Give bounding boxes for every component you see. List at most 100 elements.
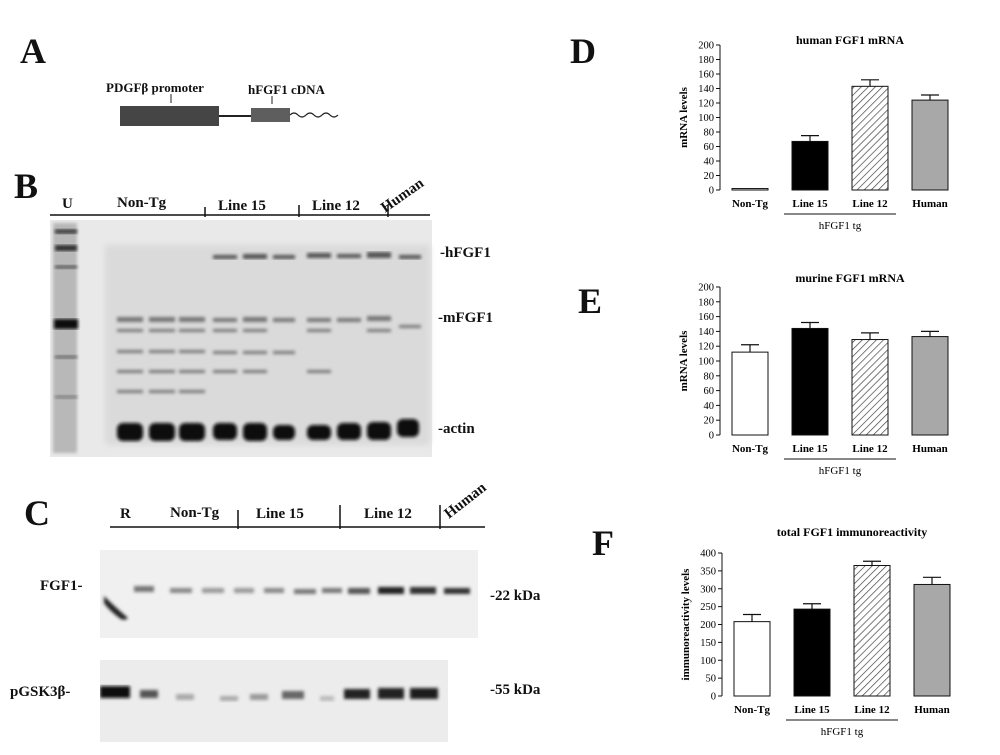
y-tick-label: 100 (698, 113, 714, 124)
lane-label-line12: Line 12 (312, 198, 360, 214)
u-lane-band (55, 355, 77, 359)
y-tick-label: 160 (698, 70, 714, 81)
y-tick-label: 200 (698, 283, 714, 294)
bar (853, 565, 891, 697)
u-lane-band (55, 245, 77, 251)
fgf1-bands (104, 586, 470, 620)
y-tick-label: 120 (698, 342, 714, 353)
bar (851, 339, 889, 436)
y-tick-label: 20 (704, 416, 715, 427)
bar (791, 140, 829, 191)
cdna-box (251, 108, 290, 122)
band-label-hfgf1: -hFGF1 (440, 245, 491, 261)
chart-total-fgf1-immunoreactivity: total FGF1 immunoreactivity 0 50 100 150 200 2… (680, 525, 951, 738)
y-tick-label: 20 (704, 171, 715, 182)
bar (731, 188, 769, 191)
hfgf1-bands (213, 252, 421, 259)
y-tick-label: 160 (698, 312, 714, 323)
group-label: hFGF1 tg (821, 726, 864, 738)
x-tick-label: Line 12 (852, 198, 888, 210)
group-label: hFGF1 tg (819, 465, 862, 477)
y-tick-label: 0 (709, 186, 714, 197)
lane-label-u: U (62, 196, 73, 212)
bar (733, 621, 771, 697)
x-tick-label: Non-Tg (732, 443, 769, 455)
y-tick-label: 120 (698, 99, 714, 110)
construct-diagram (120, 94, 339, 126)
lane-label-line15-c: Line 15 (256, 506, 304, 522)
y-tick-label: 300 (700, 584, 716, 595)
pgsk-blot-background (100, 660, 448, 742)
lane-label-nontg-c: Non-Tg (170, 505, 220, 521)
y-tick-label: 180 (698, 55, 714, 66)
y-axis-label: mRNA levels (678, 330, 690, 392)
y-tick-label: 0 (711, 692, 716, 703)
bar (793, 608, 831, 697)
bar (791, 327, 829, 436)
y-tick-label: 400 (700, 549, 716, 560)
lane-label-line12-c: Line 12 (364, 506, 412, 522)
y-tick-label: 200 (700, 620, 716, 631)
y-tick-label: 0 (709, 431, 714, 442)
row-label-pgsk3b: pGSK3β- (10, 684, 71, 700)
y-tick-label: 40 (704, 157, 715, 168)
y-axis-label: immunoreactivity levels (680, 568, 692, 681)
polyA-tail (289, 112, 339, 118)
band-label-mfgf1: -mFGF1 (438, 310, 493, 326)
pgsk-bands (100, 686, 438, 701)
u-lane-band (55, 395, 77, 399)
bar (913, 583, 951, 697)
x-tick-label: Line 15 (792, 198, 828, 210)
y-tick-label: 40 (704, 401, 715, 412)
y-tick-label: 200 (698, 41, 714, 52)
y-tick-label: 60 (704, 386, 715, 397)
y-tick-label: 100 (700, 656, 716, 667)
x-tick-label: Human (914, 704, 949, 716)
band-label-actin: -actin (438, 421, 475, 437)
y-tick-label: 350 (700, 566, 716, 577)
y-tick-label: 140 (698, 84, 714, 95)
u-lane-band (54, 319, 78, 329)
size-label-22kda: -22 kDa (490, 588, 541, 604)
bar (911, 99, 949, 191)
bar (851, 85, 889, 191)
chart-title: human FGF1 mRNA (796, 33, 904, 47)
lane-label-nontg: Non-Tg (117, 195, 167, 211)
y-tick-label: 60 (704, 142, 715, 153)
chart-title: total FGF1 immunoreactivity (777, 525, 927, 539)
panel-a-letter: A (20, 31, 46, 71)
y-tick-label: 80 (704, 371, 715, 382)
lane-label-r: R (120, 506, 131, 522)
panel-f-letter: F (592, 523, 614, 563)
chart-title: murine FGF1 mRNA (795, 271, 905, 285)
blot-lane-smear (105, 245, 430, 445)
size-label-55kda: -55 kDa (490, 682, 541, 698)
bar (731, 351, 769, 436)
panel-d-letter: D (570, 31, 596, 71)
western-blot (100, 505, 485, 742)
group-label: hFGF1 tg (819, 220, 862, 232)
y-axis-label: mRNA levels (678, 86, 690, 148)
y-tick-label: 50 (706, 674, 717, 685)
bar (911, 336, 949, 436)
promoter-box (120, 106, 219, 126)
y-tick-label: 250 (700, 602, 716, 613)
x-tick-label: Human (912, 443, 947, 455)
cdna-label: hFGF1 cDNA (248, 82, 325, 97)
y-tick-label: 140 (698, 327, 714, 338)
northern-blot (50, 205, 432, 457)
y-tick-label: 180 (698, 297, 714, 308)
panel-b-letter: B (14, 166, 39, 206)
x-tick-label: Non-Tg (732, 198, 769, 210)
y-tick-label: 80 (704, 128, 715, 139)
promoter-label: PDGFβ promoter (106, 80, 204, 95)
y-tick-label: 100 (698, 357, 714, 368)
u-lane-band (55, 265, 77, 269)
x-tick-label: Non-Tg (734, 704, 771, 716)
x-tick-label: Line 12 (852, 443, 888, 455)
x-tick-label: Human (912, 198, 947, 210)
x-tick-label: Line 15 (792, 443, 828, 455)
mfgf1-bands (117, 316, 421, 393)
panel-c-letter: C (24, 493, 50, 533)
x-tick-label: Line 15 (794, 704, 830, 716)
